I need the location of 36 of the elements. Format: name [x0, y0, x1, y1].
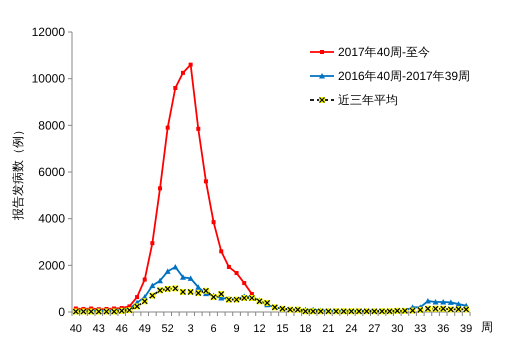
point — [188, 275, 194, 281]
point — [440, 298, 446, 304]
point — [219, 249, 224, 254]
y-tick-label: 0 — [58, 305, 66, 319]
point — [196, 126, 200, 131]
y-tick-label: 4000 — [38, 212, 66, 226]
legend-label: 近三年平均 — [338, 93, 398, 107]
point — [164, 268, 171, 274]
point — [158, 186, 162, 190]
y-axis-title: 报告发病数（例） — [11, 124, 25, 221]
point — [180, 274, 186, 280]
point — [173, 86, 178, 90]
point — [180, 70, 185, 75]
point — [150, 241, 154, 246]
legend-label: 2017年40周-至今 — [338, 45, 430, 59]
point — [204, 179, 208, 184]
point — [157, 278, 164, 284]
y-tick-label: 2000 — [38, 258, 66, 272]
y-tick-label: 6000 — [38, 165, 66, 179]
x-axis-title: 周 — [481, 320, 493, 334]
point — [142, 278, 147, 282]
point — [448, 299, 454, 305]
point — [135, 295, 140, 300]
y-tick-label: 10000 — [32, 72, 66, 86]
y-tick-label: 8000 — [38, 118, 66, 132]
point — [242, 281, 246, 286]
point — [234, 271, 239, 276]
point — [432, 298, 439, 304]
y-tick-label: 12000 — [32, 25, 66, 39]
point — [226, 264, 231, 269]
point — [188, 62, 193, 67]
point — [212, 220, 216, 224]
point — [166, 126, 170, 130]
point — [149, 282, 156, 288]
legend-label: 2016年40周-2017年39周 — [338, 69, 470, 83]
point — [172, 264, 178, 270]
